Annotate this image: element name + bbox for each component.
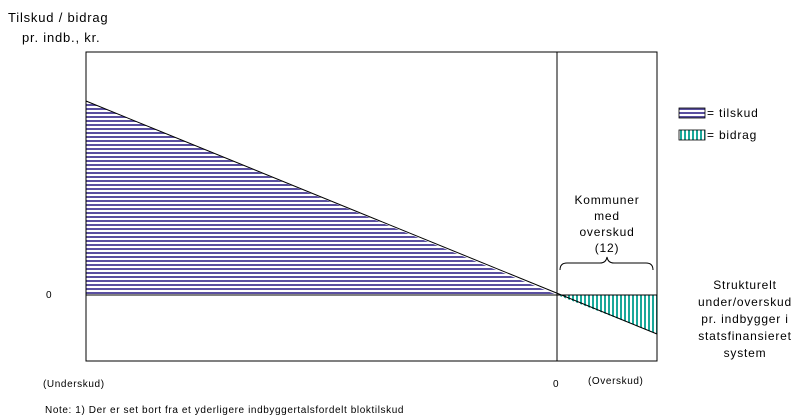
x-axis-label: pr. indbygger i — [701, 312, 788, 326]
brace — [559, 256, 654, 271]
x-axis-label: Strukturelt — [713, 278, 777, 292]
left-label: (Underskud) — [43, 379, 105, 390]
group-label: Kommuner — [574, 193, 639, 207]
note: Note: 1) Der er set bort fra et yderlige… — [45, 405, 404, 416]
right-label: (Overskud) — [588, 376, 643, 387]
zero-label: 0 — [46, 290, 52, 301]
frame — [85, 51, 658, 362]
group-label: (12) — [595, 241, 620, 255]
y-axis-label: Tilskud / bidrag — [8, 10, 108, 25]
legend-swatch — [678, 129, 706, 141]
group-label: med — [594, 209, 620, 223]
x-axis-label: system — [724, 346, 767, 360]
legend-swatch — [678, 107, 706, 119]
legend-label: = tilskud — [707, 106, 759, 120]
group-label: overskud — [579, 225, 634, 239]
x-axis-label: under/overskud — [698, 295, 792, 309]
x-axis-label: statsfinansieret — [698, 329, 792, 343]
y-axis-label: pr. indb., kr. — [22, 30, 100, 45]
legend-label: = bidrag — [707, 128, 757, 142]
zero-x-label: 0 — [553, 379, 559, 390]
